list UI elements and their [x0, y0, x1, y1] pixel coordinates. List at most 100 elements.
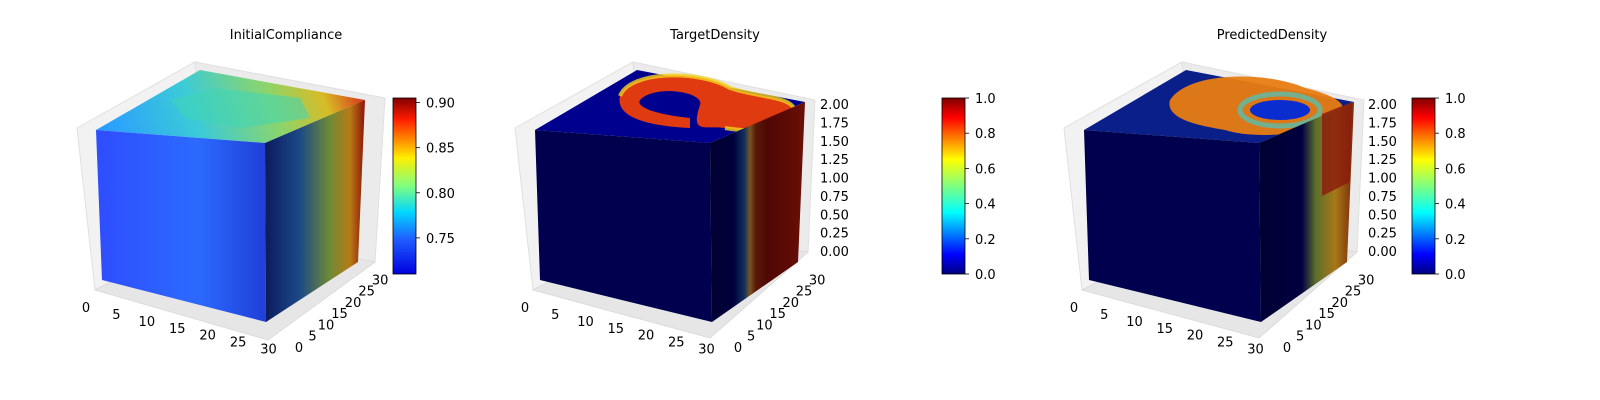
x-tick-label: 5 [551, 308, 559, 323]
z-tick-label: 0.25 [1368, 227, 1397, 242]
y-tick-label: 30 [809, 273, 826, 288]
z-tick-label: 0.00 [1368, 245, 1397, 260]
z-tick-label: 0.75 [820, 190, 849, 205]
z-tick-label: 1.00 [820, 172, 849, 187]
x-tick-label: 0 [1070, 301, 1078, 316]
cube-front [1084, 130, 1261, 322]
subplot-predicted-density: PredictedDensity 0 5 10 15 20 25 30 0510152025… [1063, 28, 1466, 358]
y-tick-label: 10 [1305, 318, 1322, 333]
x-tick-label: 25 [1217, 336, 1234, 351]
z-tick-label: 1.75 [1368, 116, 1397, 131]
colorbar-ticks: 0.0 0.2 0.4 0.6 0.8 1.0 [965, 92, 996, 283]
y-tick-label: 0 [1283, 341, 1291, 356]
colorbar-tick-label: 0.0 [975, 268, 996, 283]
colorbar-tick-label: 0.80 [426, 187, 455, 202]
x-tick-label: 30 [698, 343, 715, 358]
cube-top-hole-rim [1237, 91, 1323, 129]
cube-front [96, 130, 266, 322]
colorbar-ticks: 0.0 0.2 0.4 0.6 0.8 1.0 [1435, 92, 1466, 283]
y-tick-label: 5 [1296, 330, 1304, 345]
x-tick-label: 25 [230, 336, 247, 351]
z-tick-label: 1.75 [820, 116, 849, 131]
z-tick-label: 0.75 [1368, 190, 1397, 205]
x-tick-label: 15 [607, 322, 624, 337]
x-tick-label: 20 [1187, 329, 1204, 344]
y-tick-label: 15 [331, 307, 348, 322]
colorbar-tick-label: 0.4 [975, 198, 996, 213]
x-tick-label: 30 [260, 343, 277, 358]
x-tick-label: 15 [169, 322, 186, 337]
z-tick-label: 0.25 [820, 227, 849, 242]
x-tick-label: 15 [1156, 322, 1173, 337]
colorbar-tick-label: 0.6 [975, 162, 996, 177]
y-tick-label: 20 [783, 296, 800, 311]
y-tick-label: 25 [358, 285, 375, 300]
x-tick-label: 20 [638, 329, 655, 344]
y-tick-label: 5 [308, 330, 316, 345]
x-tick-label: 30 [1247, 343, 1264, 358]
y-tick-label: 0 [734, 341, 742, 356]
y-tick-label: 0 [295, 341, 303, 356]
y-tick-label: 25 [796, 285, 813, 300]
z-tick-label: 2.00 [820, 98, 849, 113]
cube-front [535, 130, 712, 322]
cube-side-red-block [1322, 102, 1352, 196]
colorbar-tick-label: 1.0 [1445, 92, 1466, 107]
colorbar-tick-label: 0.8 [975, 127, 996, 142]
z-tick-label: 1.25 [820, 153, 849, 168]
z-tick-label: 2.00 [1368, 98, 1397, 113]
subplot-target-density: TargetDensity 0 5 10 15 20 25 30 051015202530 … [514, 28, 996, 358]
z-tick-label: 1.50 [820, 135, 849, 150]
y-tick-label: 10 [756, 318, 773, 333]
colorbar-tick-label: 0.2 [975, 233, 996, 248]
cube-top-blob [170, 88, 310, 128]
colorbar-tick-label: 1.0 [975, 92, 996, 107]
cube-top-hole [1250, 100, 1310, 120]
colorbar-ticks: 0.75 0.80 0.85 0.90 [416, 97, 455, 247]
colorbar-tick-label: 0.6 [1445, 162, 1466, 177]
colorbar-tick-label: 0.90 [426, 97, 455, 112]
colorbar-tick-label: 0.8 [1445, 127, 1466, 142]
y-tick-label: 15 [769, 307, 786, 322]
subplot-initial-compliance: InitialCompliance 0 5 10 15 20 25 30 051015202… [76, 28, 455, 358]
z-tick-labels: 0.00 0.25 0.50 0.75 1.00 1.25 1.50 1.75 2.00 [1368, 98, 1397, 260]
x-tick-labels: 0 5 10 15 20 25 30 [82, 301, 277, 358]
y-tick-label: 10 [318, 318, 335, 333]
cube-top-feature [619, 75, 795, 131]
x-tick-label: 0 [82, 301, 90, 316]
z-tick-label: 1.50 [1368, 135, 1397, 150]
colorbar-tick-label: 0.0 [1445, 268, 1466, 283]
z-tick-label: 1.00 [1368, 172, 1397, 187]
chart-title: InitialCompliance [230, 28, 343, 43]
y-tick-label: 15 [1318, 307, 1335, 322]
colorbar [1411, 97, 1436, 275]
colorbar [392, 97, 417, 275]
x-tick-label: 25 [668, 336, 685, 351]
y-tick-label: 30 [372, 273, 389, 288]
x-tick-label: 20 [199, 329, 216, 344]
chart-title: PredictedDensity [1217, 28, 1328, 43]
colorbar-tick-label: 0.2 [1445, 233, 1466, 248]
x-tick-labels: 0 5 10 15 20 25 30 [521, 301, 715, 358]
cube-side [710, 102, 805, 322]
z-tick-label: 0.00 [820, 245, 849, 260]
z-tick-label: 0.50 [1368, 208, 1397, 223]
x-tick-label: 10 [1126, 315, 1143, 330]
cube-side [265, 100, 365, 322]
colorbar-tick-label: 0.85 [426, 142, 455, 157]
z-tick-label: 0.50 [820, 208, 849, 223]
colorbar [941, 97, 966, 275]
colorbar-tick-label: 0.4 [1445, 198, 1466, 213]
x-tick-label: 5 [1100, 308, 1108, 323]
y-tick-label: 25 [1345, 285, 1362, 300]
y-tick-label: 5 [747, 330, 755, 345]
x-tick-label: 0 [521, 301, 529, 316]
z-tick-labels: 0.00 0.25 0.50 0.75 1.00 1.25 1.50 1.75 2.00 [820, 98, 849, 260]
y-tick-label: 20 [1332, 296, 1349, 311]
y-tick-label: 30 [1358, 273, 1375, 288]
x-tick-label: 10 [139, 315, 156, 330]
